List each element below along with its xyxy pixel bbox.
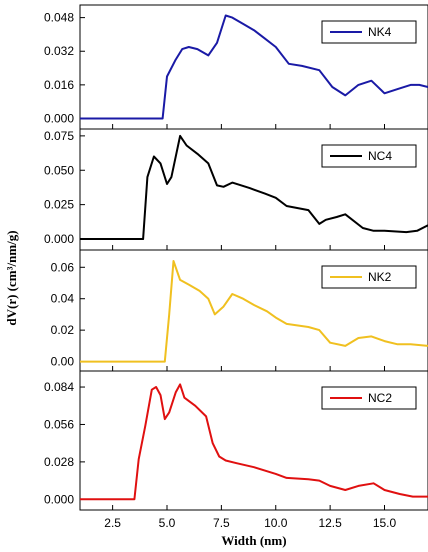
- y-tick-label: 0.048: [44, 11, 74, 25]
- panel-3: 0.00 0.02 0.04 0.06 NK2: [51, 249, 428, 372]
- y-tick-label: 0.00: [51, 355, 75, 369]
- legend-label: NK2: [368, 270, 392, 284]
- chart-panels: 0.0000.0160.0320.048NK40.0000.0250.0500.…: [44, 4, 428, 511]
- x-tick-label: 10.0: [264, 516, 288, 530]
- x-tick-label: 7.5: [213, 516, 230, 530]
- y-tick-label: 0.02: [51, 323, 75, 337]
- legend: NK4: [321, 20, 417, 44]
- legend: NC4: [321, 144, 417, 168]
- y-tick-label: 0.028: [44, 455, 74, 469]
- panel-1: 0.000 0.016 0.032 0.048 NK4: [44, 4, 428, 130]
- y-tick-label: 0.000: [44, 111, 74, 125]
- legend-box: [321, 386, 417, 410]
- y-tick-label: 0.084: [44, 380, 74, 394]
- y-axis-title: dV(r) (cm³/nm/g): [4, 230, 19, 325]
- y-tick-label: 0.025: [44, 198, 74, 212]
- series-line-nk4: [80, 14, 428, 120]
- y-tick-label: 0.075: [44, 129, 74, 143]
- y-tick-label: 0.056: [44, 417, 74, 431]
- y-tick-label: 0.000: [44, 492, 74, 506]
- legend: NC2: [321, 386, 417, 410]
- y-tick-label: 0.000: [44, 232, 74, 246]
- x-tick-label: 12.5: [318, 516, 342, 530]
- x-axis-ticks: 2.5 5.0 7.5 10.0 12.5 15.0: [104, 516, 396, 530]
- panel-frame: [79, 370, 428, 511]
- x-tick-label: 2.5: [104, 516, 121, 530]
- legend: NK2: [321, 265, 417, 289]
- y-tick-label: 0.016: [44, 78, 74, 92]
- y-tick-label: 0.050: [44, 163, 74, 177]
- legend-label: NC2: [368, 391, 392, 405]
- panel-2: 0.000 0.025 0.050 0.075 NC4: [44, 128, 428, 251]
- series-line-nk2: [80, 260, 428, 363]
- panel-4: 0.000 0.028 0.056 0.084 NC2: [44, 370, 428, 511]
- legend-box: [321, 20, 417, 44]
- legend-box: [321, 265, 417, 289]
- x-tick-label: 15.0: [373, 516, 397, 530]
- x-tick-label: 5.0: [159, 516, 176, 530]
- y-tick-label: 0.06: [51, 260, 75, 274]
- series-line-nc4: [80, 134, 428, 240]
- legend-label: NC4: [368, 149, 392, 163]
- y-tick-label: 0.04: [51, 292, 75, 306]
- y-tick-label: 0.032: [44, 44, 74, 58]
- legend-label: NK4: [368, 25, 392, 39]
- x-axis-title: Width (nm): [221, 533, 286, 548]
- legend-box: [321, 144, 417, 168]
- series-line-nc2: [80, 383, 428, 501]
